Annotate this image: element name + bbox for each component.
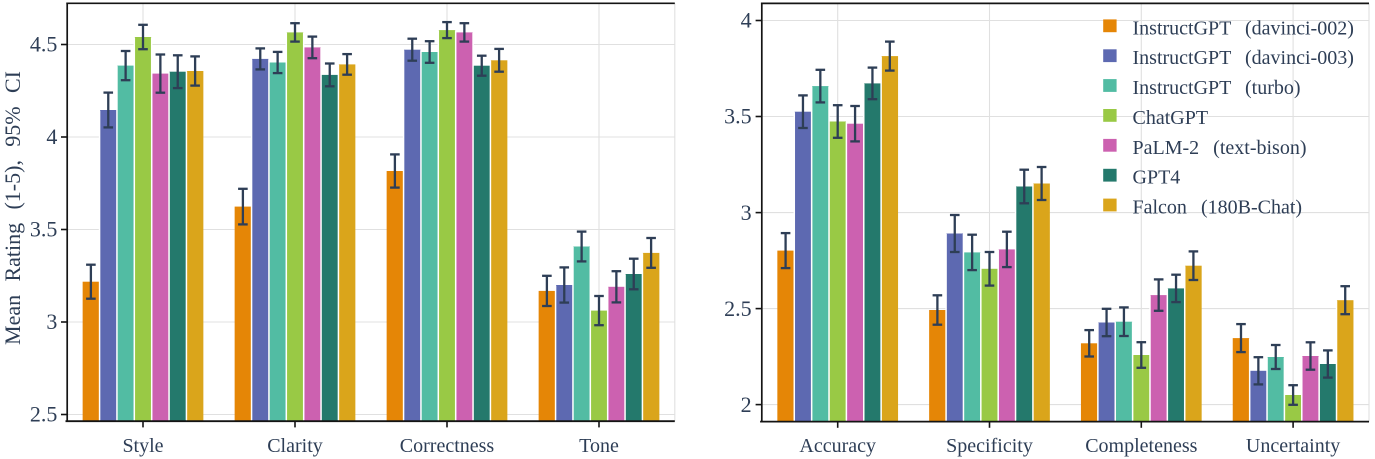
svg-text:2.5: 2.5: [724, 296, 752, 321]
svg-text:Falcon (180B-Chat): Falcon (180B-Chat): [1133, 197, 1303, 219]
svg-text:Style: Style: [122, 435, 163, 457]
svg-text:Tone: Tone: [579, 435, 619, 457]
svg-text:InstructGPT (turbo): InstructGPT (turbo): [1133, 77, 1301, 99]
svg-text:Accuracy: Accuracy: [799, 435, 876, 457]
svg-text:Uncertainty: Uncertainty: [1246, 435, 1340, 457]
svg-text:Mean Rating (1-5), 95% CI: Mean Rating (1-5), 95% CI: [0, 71, 25, 345]
svg-text:3: 3: [741, 200, 752, 225]
svg-text:2.5: 2.5: [30, 402, 58, 427]
svg-text:3.5: 3.5: [30, 217, 58, 242]
svg-text:4.5: 4.5: [30, 32, 58, 57]
svg-text:3.5: 3.5: [724, 104, 752, 129]
svg-text:Correctness: Correctness: [400, 435, 495, 457]
svg-text:PaLM-2 (text-bison): PaLM-2 (text-bison): [1133, 137, 1307, 159]
svg-text:Completeness: Completeness: [1085, 435, 1197, 457]
svg-text:4: 4: [741, 8, 752, 33]
svg-text:4: 4: [46, 124, 57, 149]
svg-text:3: 3: [46, 309, 57, 334]
svg-text:Clarity: Clarity: [267, 435, 323, 457]
svg-text:ChatGPT: ChatGPT: [1133, 107, 1209, 129]
svg-text:InstructGPT (davinci-003): InstructGPT (davinci-003): [1133, 47, 1354, 69]
svg-text:InstructGPT (davinci-002): InstructGPT (davinci-002): [1133, 17, 1354, 39]
svg-text:2: 2: [741, 392, 752, 417]
svg-text:GPT4: GPT4: [1133, 167, 1181, 189]
svg-text:Specificity: Specificity: [946, 435, 1033, 457]
